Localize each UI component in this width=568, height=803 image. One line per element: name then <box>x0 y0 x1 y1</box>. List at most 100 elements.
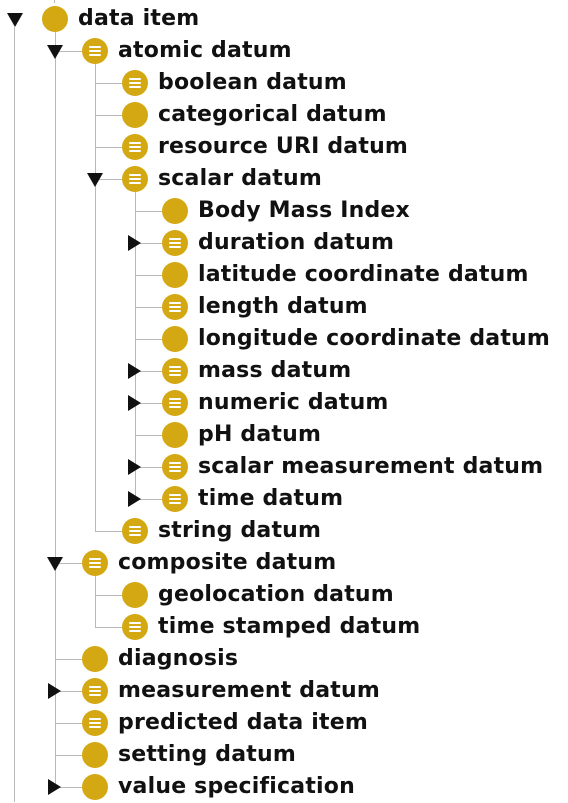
class-icon-plain <box>162 262 188 288</box>
tree-node-label[interactable]: numeric datum <box>198 390 389 415</box>
tree-node-label[interactable]: Body Mass Index <box>198 198 410 223</box>
collapsed-arrow-icon[interactable] <box>48 779 61 795</box>
tree-node[interactable]: resource URI datum <box>0 131 540 163</box>
tree-guide-line <box>135 307 162 308</box>
tree-node[interactable]: boolean datum <box>0 67 540 99</box>
class-icon-defined <box>82 38 108 64</box>
tree-guide-line <box>135 243 162 244</box>
class-icon-plain <box>122 582 148 608</box>
tree-node[interactable]: predicted data item <box>0 707 540 739</box>
tree-guide-line <box>135 339 162 340</box>
collapsed-arrow-icon[interactable] <box>128 235 141 251</box>
tree-node-label[interactable]: duration datum <box>198 230 395 255</box>
tree-node-label[interactable]: boolean datum <box>158 70 347 95</box>
tree-node[interactable]: time stamped datum <box>0 611 540 643</box>
tree-guide-line <box>55 659 82 660</box>
expanded-arrow-icon[interactable] <box>87 173 103 187</box>
tree-node-label[interactable]: geolocation datum <box>158 582 394 607</box>
tree-node-label[interactable]: diagnosis <box>118 646 239 671</box>
class-icon-defined <box>162 390 188 416</box>
tree-guide-line <box>95 179 122 180</box>
tree-node[interactable]: scalar measurement datum <box>0 451 544 483</box>
tree-node-label[interactable]: resource URI datum <box>158 134 409 159</box>
class-icon-defined <box>82 678 108 704</box>
tree-node-label[interactable]: scalar datum <box>158 166 322 191</box>
tree-node[interactable]: measurement datum <box>0 675 540 707</box>
tree-guide-line <box>95 627 122 628</box>
tree-node[interactable]: string datum <box>0 515 540 547</box>
tree-node[interactable]: categorical datum <box>0 99 540 131</box>
tree-guide-line <box>135 403 162 404</box>
tree-node-label[interactable]: scalar measurement datum <box>198 454 544 479</box>
tree-node-label[interactable]: length datum <box>198 294 368 319</box>
tree-guide-line <box>55 563 82 564</box>
tree-node-label[interactable]: categorical datum <box>158 102 387 127</box>
tree-node[interactable]: numeric datum <box>0 387 540 419</box>
collapsed-arrow-icon[interactable] <box>128 491 141 507</box>
collapsed-arrow-icon[interactable] <box>48 683 61 699</box>
tree-node-label[interactable]: data item <box>78 6 200 31</box>
class-icon-plain <box>162 326 188 352</box>
tree-node-label[interactable]: measurement datum <box>118 678 380 703</box>
tree-node-label[interactable]: longitude coordinate datum <box>198 326 551 351</box>
collapsed-arrow-icon[interactable] <box>128 363 141 379</box>
tree-guide-line <box>95 115 122 116</box>
class-icon-plain <box>42 6 68 32</box>
tree-node-label[interactable]: latitude coordinate datum <box>198 262 529 287</box>
tree-node[interactable]: diagnosis <box>0 643 540 675</box>
tree-node-label[interactable]: atomic datum <box>118 38 292 63</box>
tree-guide-line <box>55 691 82 692</box>
tree-node[interactable]: time datum <box>0 483 540 515</box>
tree-node-label[interactable]: value specification <box>118 774 355 799</box>
class-icon-plain <box>82 742 108 768</box>
tree-guide-line <box>55 723 82 724</box>
tree-node[interactable]: longitude coordinate datum <box>0 323 550 355</box>
tree-guide-line <box>54 0 55 3</box>
tree-guide-line <box>95 64 96 531</box>
tree-node[interactable]: duration datum <box>0 227 540 259</box>
class-icon-defined <box>122 134 148 160</box>
tree-node-label[interactable]: pH datum <box>198 422 322 447</box>
class-icon-defined <box>162 230 188 256</box>
tree-node[interactable]: value specification <box>0 771 540 803</box>
collapsed-arrow-icon[interactable] <box>128 395 141 411</box>
expanded-arrow-icon[interactable] <box>47 45 63 59</box>
tree-guide-line <box>55 755 82 756</box>
tree-node[interactable]: pH datum <box>0 419 540 451</box>
tree-guide-line <box>95 147 122 148</box>
tree-node-label[interactable]: predicted data item <box>118 710 369 735</box>
class-icon-defined <box>122 70 148 96</box>
tree-node[interactable]: geolocation datum <box>0 579 540 611</box>
tree-guide-line <box>135 435 162 436</box>
tree-node[interactable]: Body Mass Index <box>0 195 540 227</box>
tree-node[interactable]: setting datum <box>0 739 540 771</box>
tree-node[interactable]: mass datum <box>0 355 540 387</box>
collapsed-arrow-icon[interactable] <box>128 459 141 475</box>
tree-guide-line <box>55 787 82 788</box>
class-icon-defined <box>122 518 148 544</box>
tree-guide-line <box>95 531 122 532</box>
tree-node[interactable]: latitude coordinate datum <box>0 259 540 291</box>
tree-node[interactable]: composite datum <box>0 547 540 579</box>
class-icon-defined <box>162 358 188 384</box>
tree-node-label[interactable]: setting datum <box>118 742 296 767</box>
tree-node-label[interactable]: time datum <box>198 486 344 511</box>
tree-guide-line <box>95 576 96 627</box>
tree-guide-line <box>135 371 162 372</box>
tree-node[interactable]: data item <box>0 3 540 35</box>
tree-node[interactable]: length datum <box>0 291 540 323</box>
tree-node-label[interactable]: mass datum <box>198 358 352 383</box>
tree-node-label[interactable]: string datum <box>158 518 322 543</box>
class-icon-plain <box>122 102 148 128</box>
tree-node-label[interactable]: composite datum <box>118 550 337 575</box>
tree-guide-line <box>135 499 162 500</box>
expanded-arrow-icon[interactable] <box>47 557 63 571</box>
tree-guide-line <box>95 83 122 84</box>
class-icon-plain <box>162 198 188 224</box>
class-icon-defined <box>162 486 188 512</box>
expanded-arrow-icon[interactable] <box>7 13 23 27</box>
tree-node[interactable]: scalar datum <box>0 163 540 195</box>
tree-node-label[interactable]: time stamped datum <box>158 614 421 639</box>
tree-node[interactable]: atomic datum <box>0 35 540 67</box>
